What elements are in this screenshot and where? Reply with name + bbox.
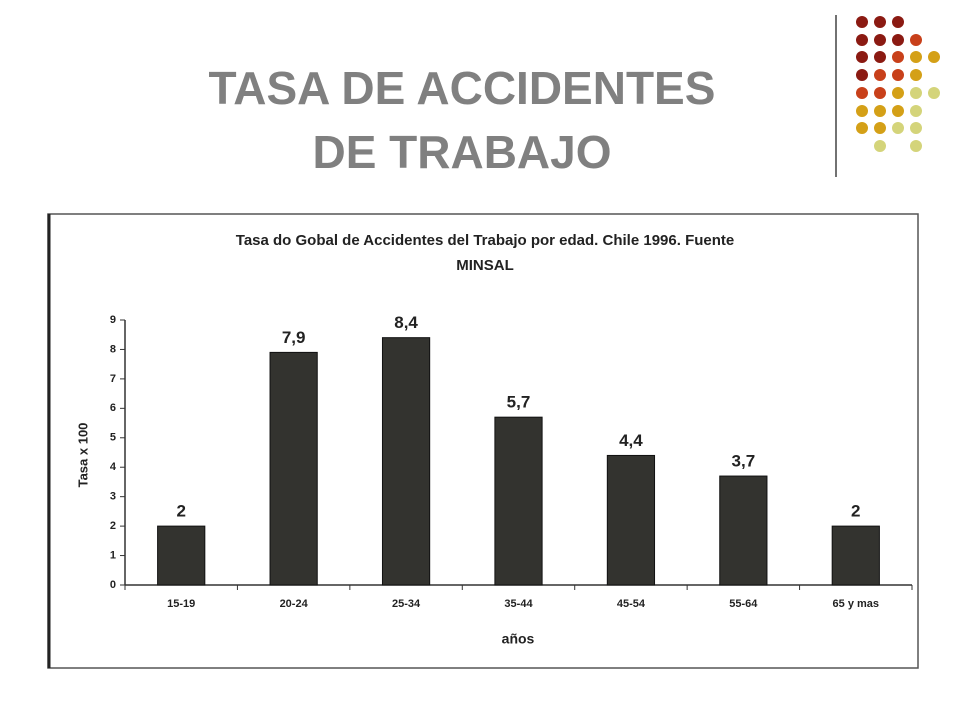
slide-title: DE TRABAJO xyxy=(312,126,611,178)
y-tick-label: 7 xyxy=(110,373,116,385)
x-tick-label: 20-24 xyxy=(280,598,309,610)
y-tick-label: 1 xyxy=(110,549,116,561)
y-tick-label: 2 xyxy=(110,520,116,532)
x-tick-label: 15-19 xyxy=(167,598,195,610)
value-label: 4,4 xyxy=(619,431,643,450)
x-tick-label: 25-34 xyxy=(392,598,421,610)
x-tick-label: 45-54 xyxy=(617,598,646,610)
chart-title: MINSAL xyxy=(456,257,514,274)
slide-title: TASA DE ACCIDENTES xyxy=(209,62,716,114)
y-tick-label: 5 xyxy=(110,432,116,444)
chart-title: Tasa do Gobal de Accidentes del Trabajo … xyxy=(236,232,734,249)
chart-frame xyxy=(47,213,919,669)
y-tick-label: 3 xyxy=(110,491,116,503)
bar xyxy=(831,525,880,586)
bar xyxy=(494,416,543,586)
bar xyxy=(719,475,768,586)
bar xyxy=(381,337,431,586)
y-tick-label: 8 xyxy=(110,343,116,355)
x-tick-label: 55-64 xyxy=(729,598,758,610)
bar xyxy=(157,525,206,586)
bar xyxy=(269,351,318,586)
y-tick-label: 4 xyxy=(110,461,117,473)
value-label: 3,7 xyxy=(732,452,756,471)
value-label: 7,9 xyxy=(282,328,306,347)
y-tick-label: 9 xyxy=(110,314,116,326)
value-label: 2 xyxy=(851,502,860,521)
value-label: 5,7 xyxy=(507,393,531,412)
y-axis-label: Tasa x 100 xyxy=(75,423,90,488)
y-tick-label: 0 xyxy=(110,579,116,591)
x-axis-label: años xyxy=(502,631,535,647)
value-label: 8,4 xyxy=(394,313,418,332)
x-tick-label: 35-44 xyxy=(504,598,533,610)
x-tick-label: 65 y mas xyxy=(833,598,879,610)
decoration-dots xyxy=(856,16,940,152)
value-label: 2 xyxy=(176,502,185,521)
bar xyxy=(606,454,656,586)
y-tick-label: 6 xyxy=(110,402,116,414)
